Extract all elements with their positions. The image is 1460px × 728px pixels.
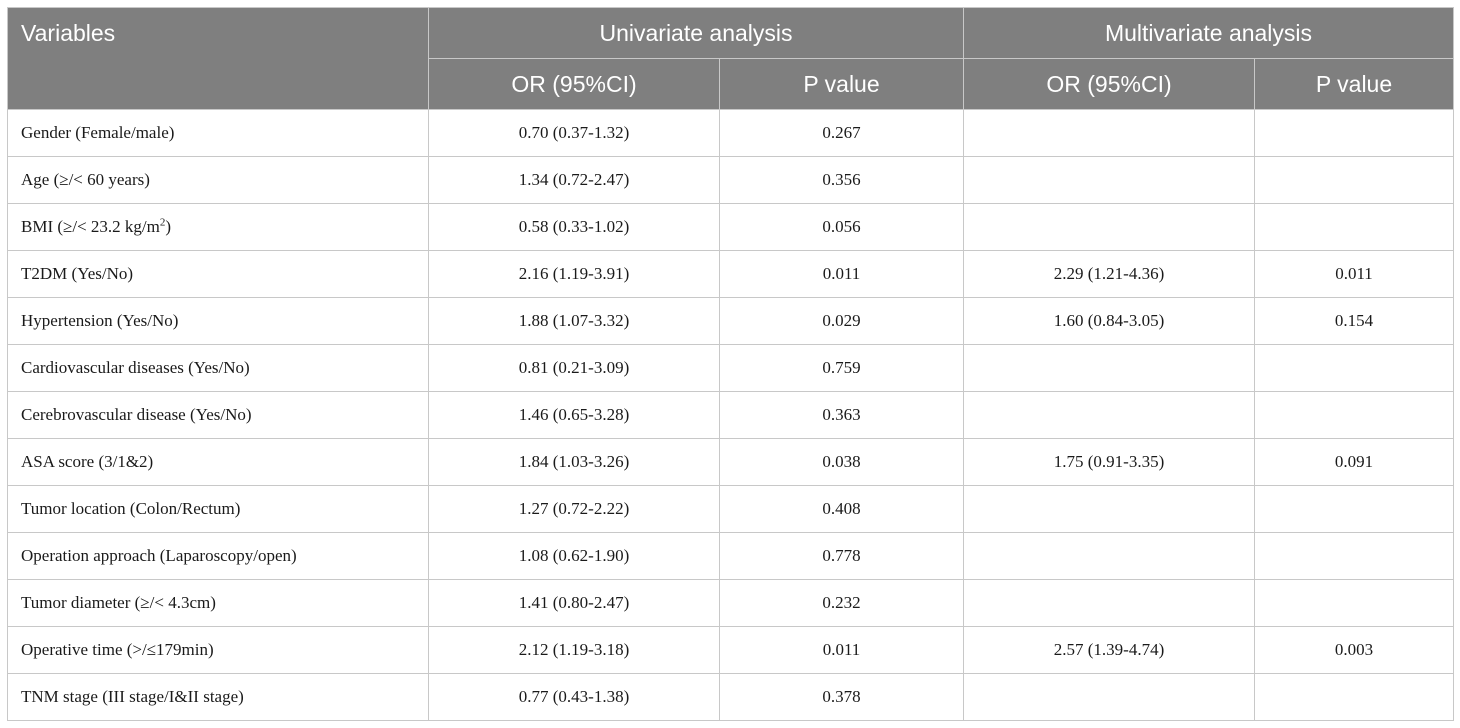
cell-multi-or: 2.29 (1.21-4.36) (963, 250, 1255, 298)
cell-uni-or: 0.77 (0.43-1.38) (428, 673, 720, 721)
cell-uni-p: 0.232 (719, 579, 964, 627)
cell-uni-p: 0.778 (719, 532, 964, 580)
cell-uni-or: 0.81 (0.21-3.09) (428, 344, 720, 392)
cell-uni-or: 2.16 (1.19-3.91) (428, 250, 720, 298)
cell-variable: Age (≥/< 60 years) (7, 156, 429, 204)
table-row: ASA score (3/1&2) 1.84 (1.03-3.26) 0.038 1.… (7, 438, 1454, 486)
table-row: Cardiovascular diseases (Yes/No) 0.81 (0.… (7, 344, 1454, 392)
cell-uni-p: 0.011 (719, 626, 964, 674)
table-row: Age (≥/< 60 years) 1.34 (0.72-2.47) 0.356 (7, 156, 1454, 204)
cell-multi-or (963, 485, 1255, 533)
cell-variable: Operation approach (Laparoscopy/open) (7, 532, 429, 580)
cell-multi-or (963, 156, 1255, 204)
cell-multi-or (963, 391, 1255, 439)
cell-multi-p: 0.154 (1254, 297, 1454, 345)
cell-uni-p: 0.267 (719, 109, 964, 157)
variable-suffix: ) (165, 217, 172, 236)
table-row: TNM stage (III stage/I&II stage) 0.77 (0.… (7, 673, 1454, 721)
header-uni-p: P value (719, 58, 964, 110)
table-row: Tumor diameter (≥/< 4.3cm) 1.41 (0.80-2.4… (7, 579, 1454, 627)
cell-uni-or: 0.70 (0.37-1.32) (428, 109, 720, 157)
cell-variable: ASA score (3/1&2) (7, 438, 429, 486)
cell-multi-p (1254, 109, 1454, 157)
table-row: BMI (≥/< 23.2 kg/m2) 0.58 (0.33-1.02) 0.05… (7, 203, 1454, 251)
header-row-sub: OR (95%CI) P value OR (95%CI) P value (8, 58, 1454, 110)
cell-uni-or: 1.41 (0.80-2.47) (428, 579, 720, 627)
cell-uni-p: 0.356 (719, 156, 964, 204)
table-row: Operation approach (Laparoscopy/open) 1.0… (7, 532, 1454, 580)
cell-variable: Operative time (>/≤179min) (7, 626, 429, 674)
cell-variable: Cerebrovascular disease (Yes/No) (7, 391, 429, 439)
cell-uni-p: 0.038 (719, 438, 964, 486)
cell-variable: Tumor diameter (≥/< 4.3cm) (7, 579, 429, 627)
cell-multi-p: 0.091 (1254, 438, 1454, 486)
cell-multi-or (963, 109, 1255, 157)
table-body: Gender (Female/male) 0.70 (0.37-1.32) 0.26… (7, 109, 1454, 721)
cell-multi-or: 1.75 (0.91-3.35) (963, 438, 1255, 486)
cell-multi-p (1254, 391, 1454, 439)
variable-superscript: 2 (159, 216, 166, 229)
cell-uni-p: 0.029 (719, 297, 964, 345)
table-row: Gender (Female/male) 0.70 (0.37-1.32) 0.26… (7, 109, 1454, 157)
cell-uni-or: 1.84 (1.03-3.26) (428, 438, 720, 486)
cell-uni-p: 0.056 (719, 203, 964, 251)
header-row-top: Variables Univariate analysis Multivaria… (7, 7, 1454, 110)
cell-uni-or: 1.46 (0.65-3.28) (428, 391, 720, 439)
cell-variable: Hypertension (Yes/No) (7, 297, 429, 345)
cell-variable: TNM stage (III stage/I&II stage) (7, 673, 429, 721)
cell-multi-or (963, 203, 1255, 251)
header-multivariate: Multivariate analysis (963, 7, 1454, 59)
cell-uni-or: 1.27 (0.72-2.22) (428, 485, 720, 533)
cell-multi-p (1254, 532, 1454, 580)
cell-multi-or: 1.60 (0.84-3.05) (963, 297, 1255, 345)
variable-text: BMI (≥/< 23.2 kg/m (21, 217, 160, 236)
cell-uni-p: 0.378 (719, 673, 964, 721)
cell-uni-or: 1.88 (1.07-3.32) (428, 297, 720, 345)
header-variables: Variables (7, 7, 429, 110)
cell-uni-or: 2.12 (1.19-3.18) (428, 626, 720, 674)
cell-multi-or: 2.57 (1.39-4.74) (963, 626, 1255, 674)
header-multi-p: P value (1254, 58, 1454, 110)
header-multi-or: OR (95%CI) (963, 58, 1255, 110)
cell-uni-p: 0.011 (719, 250, 964, 298)
cell-uni-p: 0.759 (719, 344, 964, 392)
cell-multi-or (963, 579, 1255, 627)
cell-multi-p: 0.011 (1254, 250, 1454, 298)
cell-multi-p (1254, 579, 1454, 627)
cell-multi-or (963, 673, 1255, 721)
cell-variable: Cardiovascular diseases (Yes/No) (7, 344, 429, 392)
table-row: T2DM (Yes/No) 2.16 (1.19-3.91) 0.011 2.29 (… (7, 250, 1454, 298)
cell-uni-or: 0.58 (0.33-1.02) (428, 203, 720, 251)
table-row: Tumor location (Colon/Rectum) 1.27 (0.72-… (7, 485, 1454, 533)
table-row: Operative time (>/≤179min) 2.12 (1.19-3.1… (7, 626, 1454, 674)
cell-uni-p: 0.363 (719, 391, 964, 439)
header-univariate: Univariate analysis (428, 7, 964, 59)
cell-variable: T2DM (Yes/No) (7, 250, 429, 298)
results-table: Variables Univariate analysis Multivaria… (7, 7, 1454, 721)
cell-multi-p (1254, 203, 1454, 251)
cell-multi-p (1254, 156, 1454, 204)
header-uni-or: OR (95%CI) (428, 58, 720, 110)
cell-multi-p (1254, 344, 1454, 392)
cell-variable: Tumor location (Colon/Rectum) (7, 485, 429, 533)
table-row: Cerebrovascular disease (Yes/No) 1.46 (0.… (7, 391, 1454, 439)
cell-multi-or (963, 532, 1255, 580)
table-header: Variables Univariate analysis Multivaria… (7, 7, 1454, 110)
cell-multi-p (1254, 485, 1454, 533)
cell-uni-or: 1.08 (0.62-1.90) (428, 532, 720, 580)
cell-uni-or: 1.34 (0.72-2.47) (428, 156, 720, 204)
cell-variable: BMI (≥/< 23.2 kg/m2) (7, 203, 429, 251)
table-row: Hypertension (Yes/No) 1.88 (1.07-3.32) 0.0… (7, 297, 1454, 345)
cell-variable: Gender (Female/male) (7, 109, 429, 157)
cell-multi-p (1254, 673, 1454, 721)
cell-multi-p: 0.003 (1254, 626, 1454, 674)
cell-multi-or (963, 344, 1255, 392)
cell-uni-p: 0.408 (719, 485, 964, 533)
